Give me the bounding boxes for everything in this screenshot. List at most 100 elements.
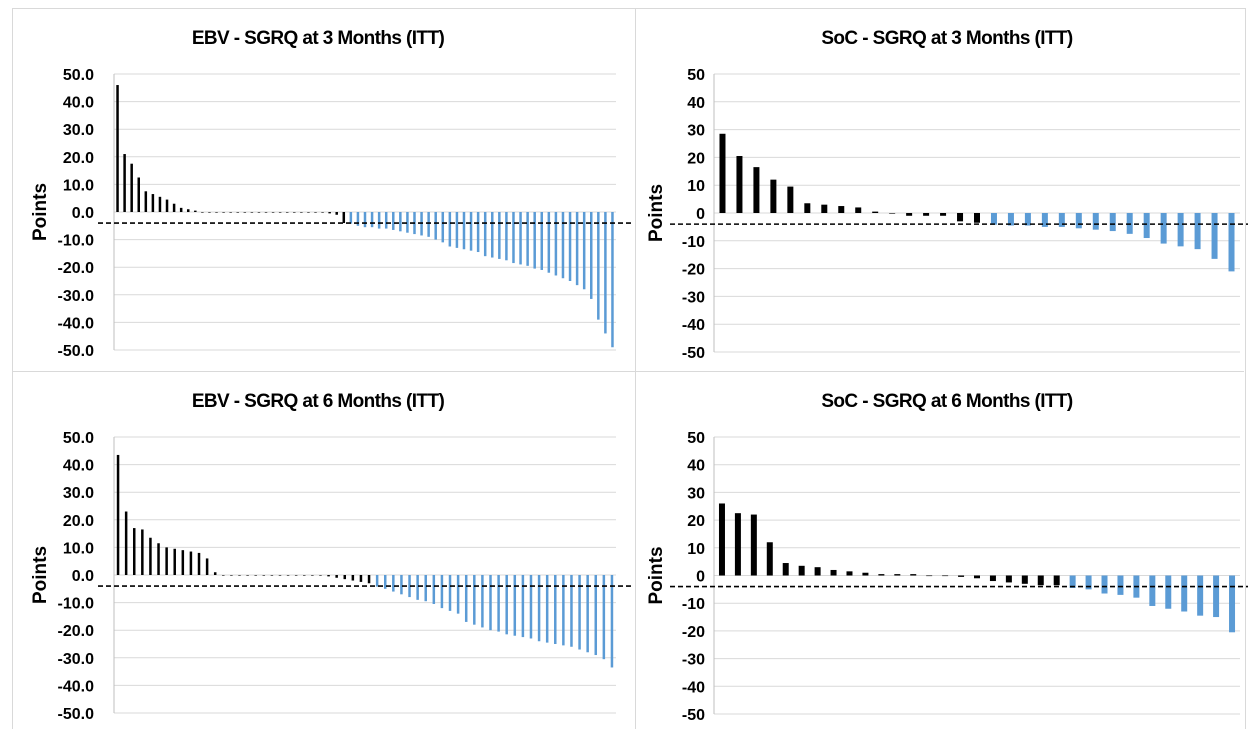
y-tick-label: 40: [687, 458, 705, 475]
bar: [473, 575, 476, 625]
bar: [238, 575, 241, 576]
bar: [172, 203, 176, 212]
bar: [878, 574, 885, 576]
chart-title: EBV - SGRQ at 6 Months (ITT): [192, 391, 445, 412]
bar: [319, 575, 322, 576]
chart-title: EBV - SGRQ at 3 Months (ITT): [192, 28, 445, 49]
bar: [254, 575, 257, 576]
y-tick-label: -30: [682, 652, 705, 669]
y-tick-label: 40.0: [63, 95, 94, 112]
y-tick-label: -10: [682, 234, 705, 251]
bar: [229, 212, 232, 213]
bar: [561, 212, 565, 279]
bar: [278, 212, 282, 213]
bar: [1194, 213, 1201, 250]
bar: [370, 212, 374, 228]
bar: [246, 575, 249, 576]
bar: [1092, 213, 1099, 230]
y-tick-label: -50: [682, 345, 705, 362]
bar: [205, 558, 209, 575]
bar: [1109, 213, 1116, 232]
bar: [400, 575, 403, 595]
bar: [798, 565, 805, 576]
bar: [321, 212, 324, 213]
y-axis-label: Points: [30, 183, 51, 241]
y-tick-label: 20: [687, 513, 705, 530]
bar: [250, 212, 254, 213]
y-tick-label: -50.0: [58, 343, 95, 360]
bar: [307, 212, 310, 213]
bar: [123, 154, 126, 212]
bar: [989, 575, 996, 582]
bar: [208, 212, 211, 213]
bar: [294, 575, 298, 576]
bar: [293, 212, 296, 213]
bar: [1037, 575, 1044, 586]
y-tick-label: -30.0: [58, 288, 95, 305]
bar: [201, 212, 204, 213]
bar: [1053, 575, 1060, 586]
bar: [349, 212, 353, 224]
bar: [303, 575, 306, 576]
bar: [406, 212, 409, 233]
bar: [1024, 213, 1031, 226]
bar: [179, 207, 183, 212]
bar: [957, 213, 964, 222]
bar: [300, 212, 303, 213]
bar: [537, 575, 541, 642]
bar: [327, 575, 330, 577]
bar: [513, 575, 517, 636]
bar: [116, 85, 119, 212]
chart-panel-3: EBV - SGRQ at 6 Months (ITT) Points 50.0 40…: [30, 391, 632, 723]
bar: [582, 212, 586, 290]
bar: [597, 212, 600, 320]
y-tick-label: 20.0: [63, 513, 94, 530]
bar: [1197, 575, 1204, 616]
bar: [1229, 575, 1236, 633]
figure-frame: [12, 8, 1246, 729]
bar: [165, 199, 169, 212]
y-axis-label: Points: [30, 546, 51, 604]
y-tick-label: -20.0: [58, 260, 95, 277]
bar: [144, 191, 148, 212]
bar: [356, 212, 360, 226]
bar: [441, 212, 445, 243]
y-tick-label: -40.0: [58, 315, 95, 332]
bar: [264, 212, 268, 213]
bar: [990, 213, 997, 225]
bar: [377, 212, 381, 229]
bar: [343, 575, 347, 580]
bar: [862, 572, 869, 576]
bar: [872, 211, 879, 213]
bar: [562, 575, 565, 646]
bar: [1213, 575, 1220, 618]
bar: [222, 575, 225, 576]
y-tick-label: 10.0: [63, 177, 94, 194]
y-tick-label: 0: [696, 206, 705, 223]
bar: [1021, 575, 1028, 584]
bar: [594, 575, 598, 656]
bar: [408, 575, 411, 598]
bar: [243, 212, 247, 213]
bar: [604, 212, 607, 334]
bar: [923, 213, 930, 216]
bar: [311, 575, 314, 576]
bar: [427, 212, 430, 237]
bar: [230, 575, 233, 576]
bar: [197, 552, 201, 575]
y-tick-label: 30.0: [63, 122, 94, 139]
bar: [132, 528, 136, 575]
panel-divider-horizontal: [12, 371, 1244, 372]
bar: [375, 575, 379, 587]
bar: [1085, 575, 1092, 590]
bar: [328, 212, 331, 214]
bar: [889, 213, 896, 214]
bar: [586, 575, 589, 653]
bar: [257, 212, 261, 213]
bar: [314, 212, 317, 213]
bar: [270, 575, 274, 576]
bar: [335, 575, 338, 578]
bar: [173, 548, 176, 575]
bar: [505, 575, 508, 635]
bar: [575, 212, 579, 286]
